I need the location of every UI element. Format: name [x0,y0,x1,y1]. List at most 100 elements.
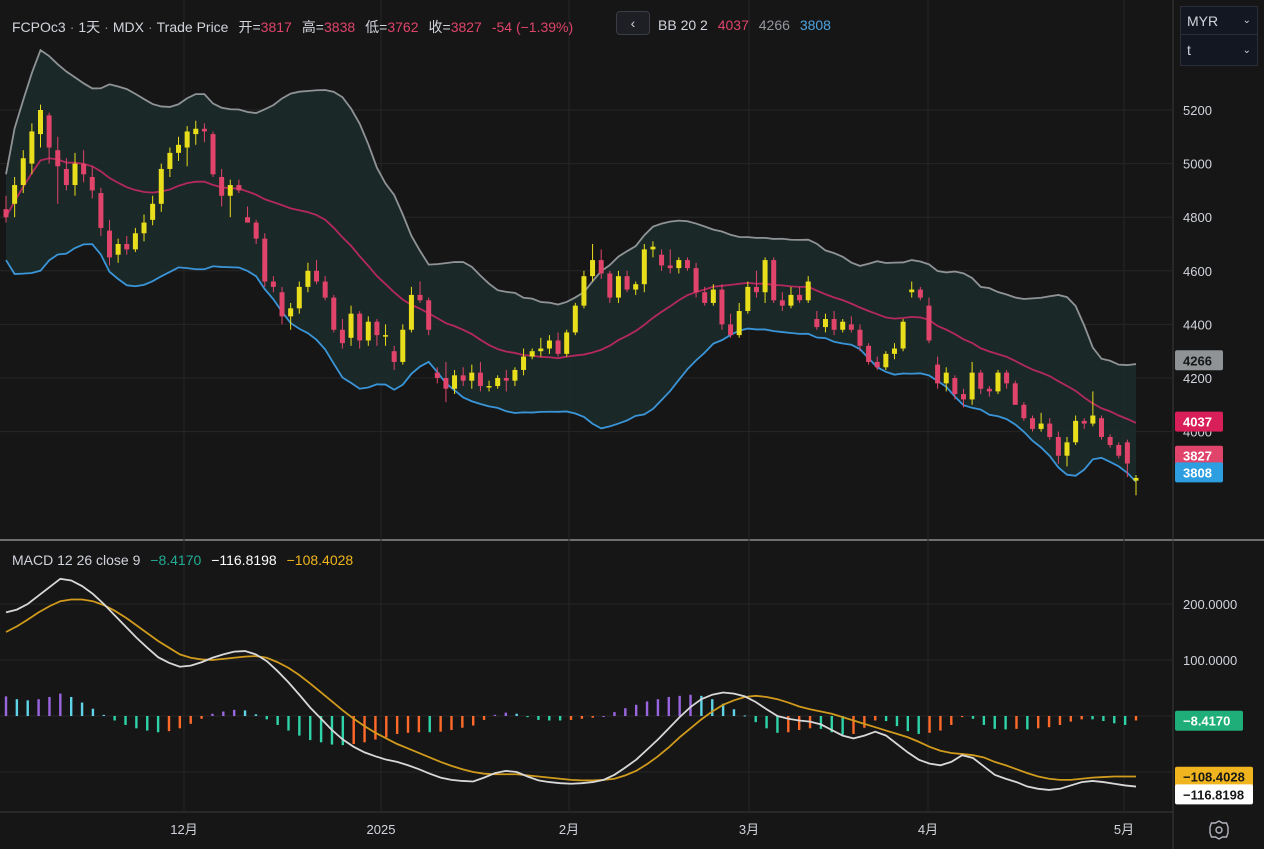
macd-histogram-bar [526,716,529,718]
macd-histogram-bar [211,713,214,716]
currency-select[interactable]: MYR ⌄ [1180,6,1258,34]
macd-histogram-bar [1113,716,1116,724]
macd-histogram-bar [395,716,399,734]
candle [400,324,406,365]
macd-histogram-bar [765,716,768,729]
interval[interactable]: 1天 [78,19,101,35]
candle [659,249,665,271]
candle [538,337,544,357]
macd-histogram-bar [15,699,19,716]
candle-body [81,163,87,175]
candle [866,343,872,365]
candle-body [365,321,371,341]
candle-body [236,185,242,191]
macd-signal-value: −108.4028 [286,552,354,568]
macd-hist-tag-text: −8.4170 [1183,714,1230,729]
candle [29,123,35,175]
macd-histogram-bar [265,716,268,720]
candle [935,356,941,389]
candle-body [348,313,354,338]
candle-body [779,300,785,306]
macd-histogram-bar [787,716,790,733]
candle [719,284,725,330]
macd-signal-tag-box [1175,766,1253,787]
macd-line-tag: −116.8198 [1175,784,1253,805]
candle [210,131,216,177]
lower-band-tag-box [1175,462,1223,483]
candle-body [132,233,138,250]
bb-name: BB 20 2 [658,17,708,33]
time-tick-label: 12月 [170,822,197,837]
macd-histogram-bar [482,716,486,720]
candle-body [624,276,630,290]
candle-body [943,372,949,384]
macd-histogram-bar [645,701,649,716]
candle [167,147,173,177]
candle-body [831,319,837,330]
candle-body [262,238,268,282]
close-price-tag-text: 3827 [1183,449,1212,464]
macd-histogram-bar [146,716,149,731]
candle-body [581,276,587,306]
bb-legend[interactable]: BB 20 2 4037 4266 3808 [658,17,831,33]
macd-histogram-bar [341,716,345,746]
candle [460,367,466,387]
candle [667,249,673,274]
candle-body [546,340,552,349]
symbol-name[interactable]: FCPOc3 [12,19,66,35]
candle [193,120,199,145]
candle [89,166,95,199]
candle [1055,431,1061,464]
candle [495,375,501,389]
candle-body [29,131,35,164]
candle [736,302,742,338]
candle-body [693,268,699,293]
candle-body [408,294,414,330]
candle-body [417,294,423,301]
macd-histogram-bar [667,696,670,716]
macd-histogram-bar [450,716,453,730]
macd-legend[interactable]: MACD 12 26 close 9 −8.4170 −116.8198 −10… [12,552,353,568]
candle-body [719,289,725,325]
candle [797,286,803,303]
candle-body [805,281,811,301]
time-tick-label: 4月 [918,822,938,837]
collapse-legend-button[interactable]: ‹ [616,11,650,35]
macd-histogram-bar [993,716,996,729]
candle-body [227,185,233,196]
candle [1081,418,1087,429]
macd-histogram-bar [298,716,301,736]
candle-body [288,308,294,317]
candle [184,126,190,167]
macd-histogram-bar [406,716,410,733]
unit-select[interactable]: t ⌄ [1180,34,1258,66]
candle [150,195,156,226]
candle-body [279,292,285,317]
bollinger-fill [6,50,1136,482]
macd-histogram-bar [613,712,616,716]
macd-histogram-bar [1047,716,1051,728]
macd-histogram-bar [841,716,844,735]
macd-histogram-bar [917,716,920,734]
candle-body [1081,420,1087,424]
gear-icon[interactable] [1207,818,1231,842]
candle [124,235,130,255]
macd-histogram-bar [385,716,388,738]
macd-histogram-bar [254,714,258,716]
candle [883,351,889,370]
candle-body [38,110,44,135]
macd-histogram-bar [569,716,573,720]
candle-body [486,386,492,388]
candle [391,345,397,370]
candle [978,369,984,395]
candle [141,214,147,242]
basis-tag-box [1175,411,1223,432]
macd-histogram-bar [374,716,377,740]
candle-body [20,158,26,186]
macd-histogram-bar [135,716,138,729]
candle-body [762,260,768,293]
macd-histogram-bar [189,716,192,724]
candle [1116,442,1122,459]
candle [12,177,18,218]
